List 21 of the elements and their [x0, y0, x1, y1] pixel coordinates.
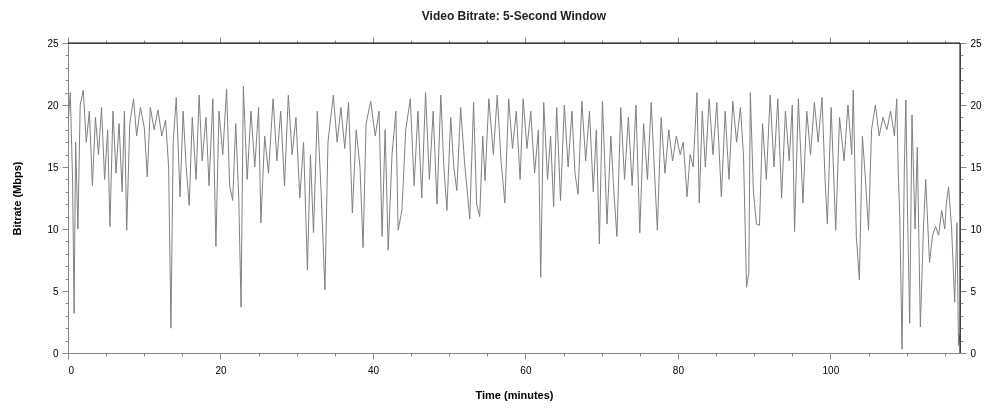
x-tick-label: 100	[822, 364, 840, 376]
x-tick-label: 60	[520, 364, 532, 376]
x-axis-title: Time (minutes)	[475, 388, 554, 401]
y-tick-label: 15	[47, 161, 59, 173]
y2-tick-label: 25	[970, 37, 983, 49]
y2-tick-label: 0	[970, 347, 977, 359]
y2-tick-label: 5	[970, 285, 977, 297]
y-tick-label: 25	[47, 37, 59, 49]
y2-tick-label: 20	[970, 99, 983, 111]
y2-tick-label: 10	[970, 223, 983, 235]
y2-tick-label: 15	[970, 161, 983, 173]
y-tick-label: 0	[52, 347, 59, 359]
x-tick-label: 0	[68, 364, 75, 376]
y-tick-label: 20	[47, 99, 59, 111]
x-tick-label: 20	[215, 364, 227, 376]
y-tick-label: 10	[47, 223, 59, 235]
x-tick-label: 80	[672, 364, 685, 376]
y-axis-title: Bitrate (Mbps)	[11, 161, 24, 236]
chart-title: Video Bitrate: 5-Second Window	[421, 8, 607, 23]
y-tick-label: 5	[52, 285, 59, 297]
x-tick-label: 40	[367, 364, 380, 376]
